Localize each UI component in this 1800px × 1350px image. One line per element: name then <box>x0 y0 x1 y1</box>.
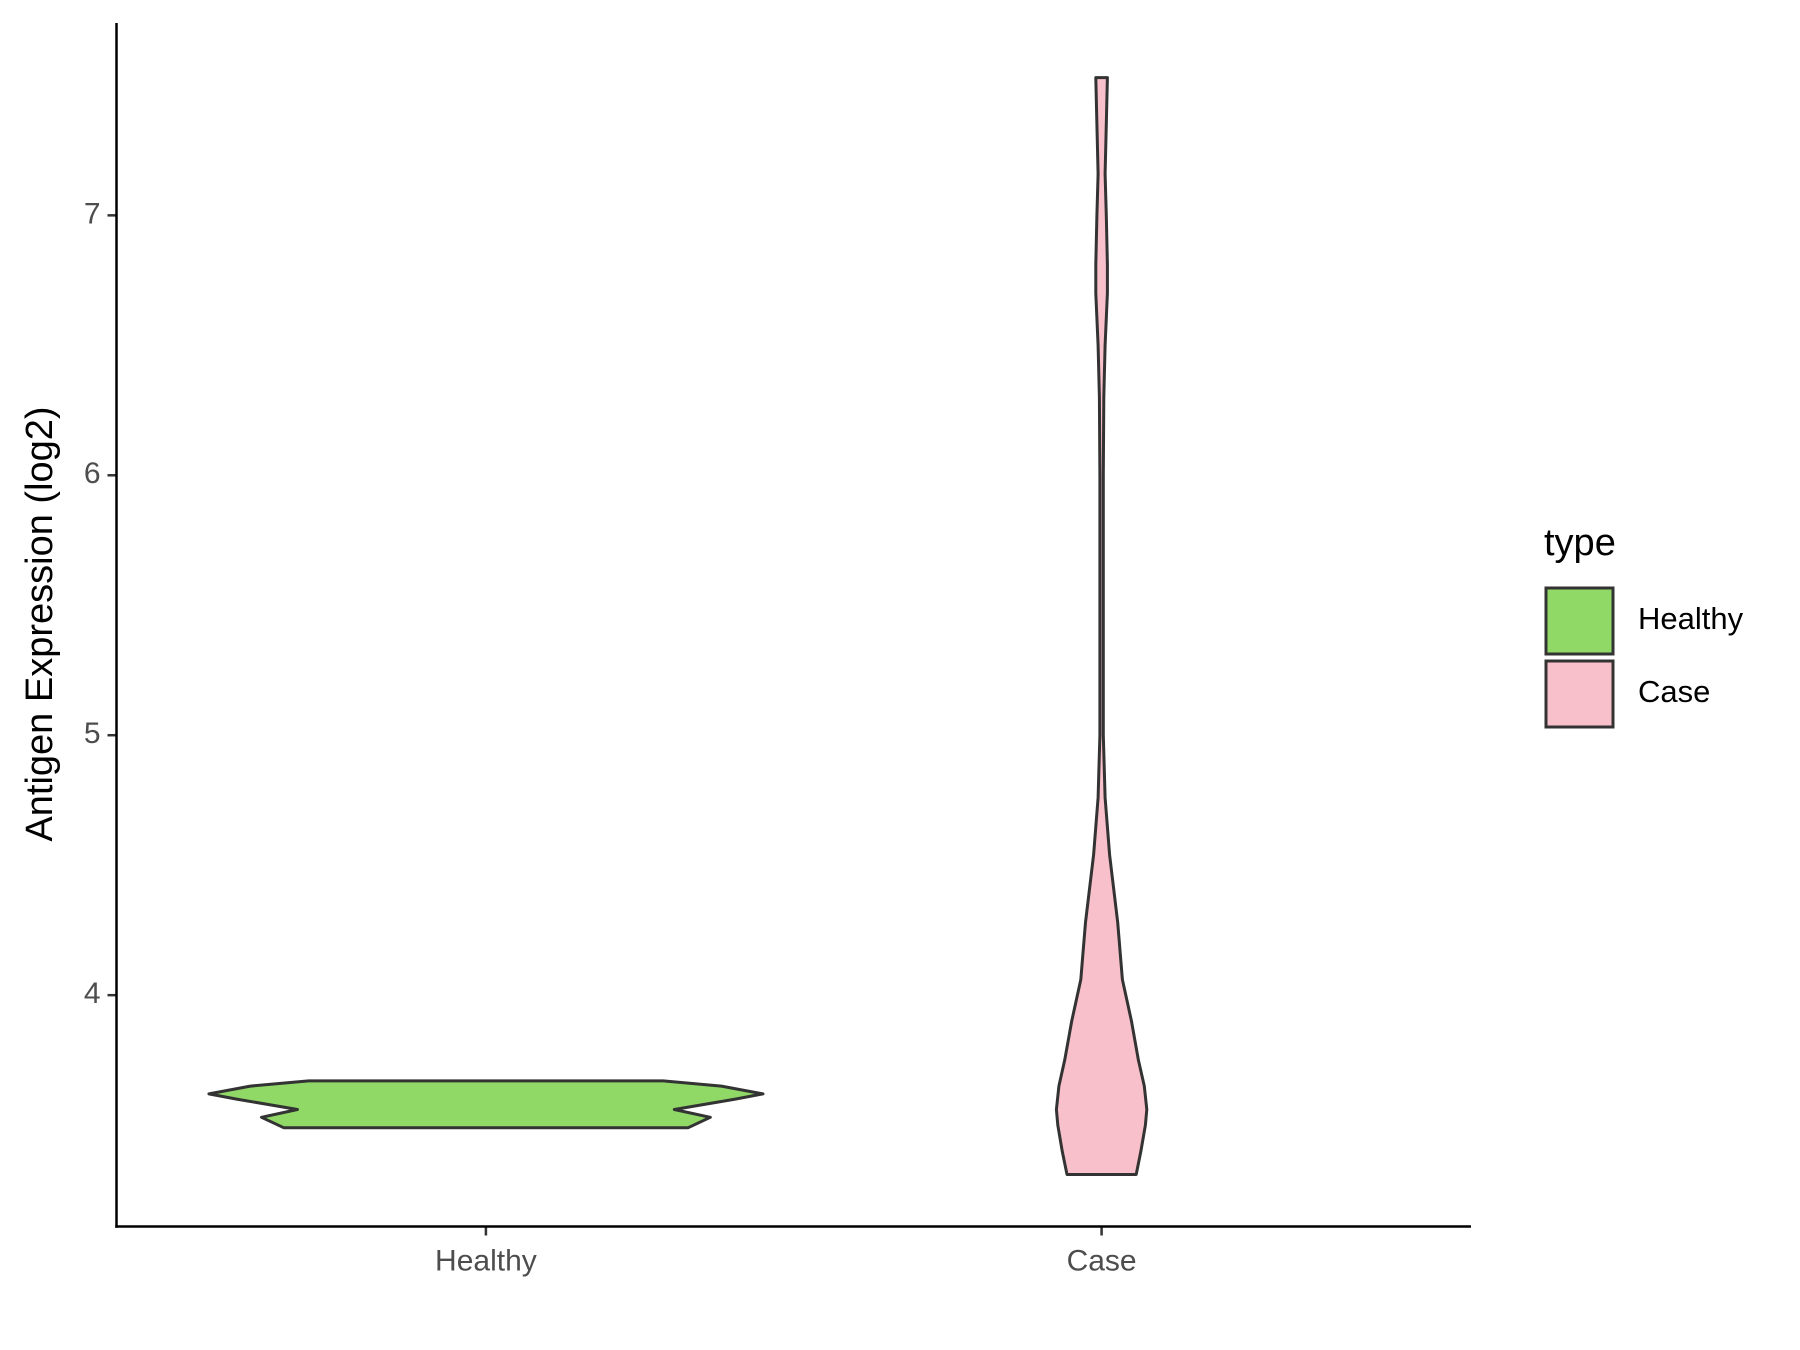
x-tick-label: Case <box>1067 1244 1137 1277</box>
y-tick-label: 7 <box>84 197 101 230</box>
violin <box>207 1079 765 1130</box>
violin <box>1054 76 1149 1176</box>
legend-title: type <box>1544 522 1616 564</box>
legend-key <box>1544 586 1615 656</box>
y-tick-label: 4 <box>84 977 101 1010</box>
x-tick-label: Healthy <box>435 1244 537 1277</box>
legend-key <box>1544 659 1615 729</box>
y-axis-title: Antigen Expression (log2) <box>19 406 61 841</box>
legend-label: Healthy <box>1638 601 1744 636</box>
y-tick-label: 6 <box>84 457 101 490</box>
legend-label: Case <box>1638 674 1710 709</box>
y-tick-label: 5 <box>84 717 101 750</box>
